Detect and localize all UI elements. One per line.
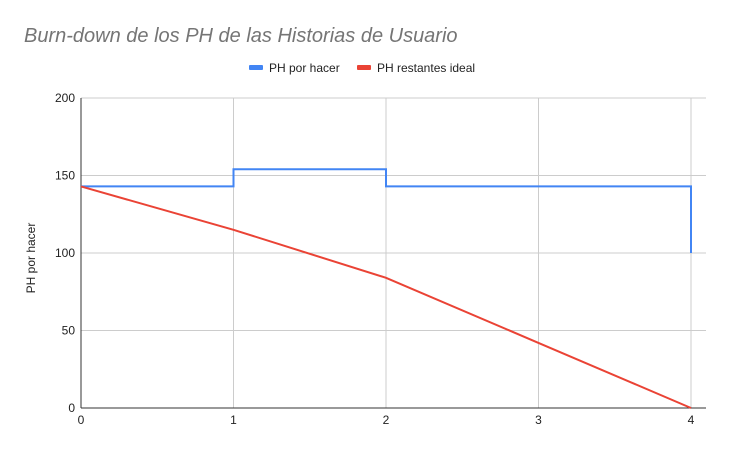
y-axis-label: PH por hacer: [24, 223, 38, 294]
x-tick-label: 3: [535, 413, 542, 427]
axes: [80, 98, 706, 409]
chart-title: Burn-down de los PH de las Historias de …: [24, 25, 458, 47]
y-tick-label: 50: [62, 324, 76, 338]
x-tick-label: 1: [230, 413, 237, 427]
legend-swatch: [357, 65, 371, 70]
legend-swatch: [249, 65, 263, 70]
legend-item-ph-restantes-ideal: PH restantes ideal: [357, 61, 475, 75]
y-tick-label: 200: [55, 91, 75, 105]
x-tick-label: 2: [383, 413, 390, 427]
y-tick-label: 0: [68, 401, 75, 415]
legend: PH por hacer PH restantes ideal: [249, 61, 475, 75]
x-tick-label: 4: [688, 413, 695, 427]
gridlines: [81, 97, 706, 408]
x-tick-label: 0: [78, 413, 85, 427]
series-line-ph-restantes-ideal: [80, 185, 692, 409]
y-tick-label: 100: [55, 246, 75, 260]
legend-label: PH por hacer: [269, 61, 340, 75]
y-tick-label: 150: [55, 169, 75, 183]
legend-item-ph-por-hacer: PH por hacer: [249, 61, 340, 75]
series-layer: [80, 168, 692, 409]
tick-labels: 0 50 100 150 200 0 1 2 3 4: [55, 91, 695, 427]
legend-label: PH restantes ideal: [377, 61, 475, 75]
series-line-ph-por-hacer: [81, 168, 692, 253]
